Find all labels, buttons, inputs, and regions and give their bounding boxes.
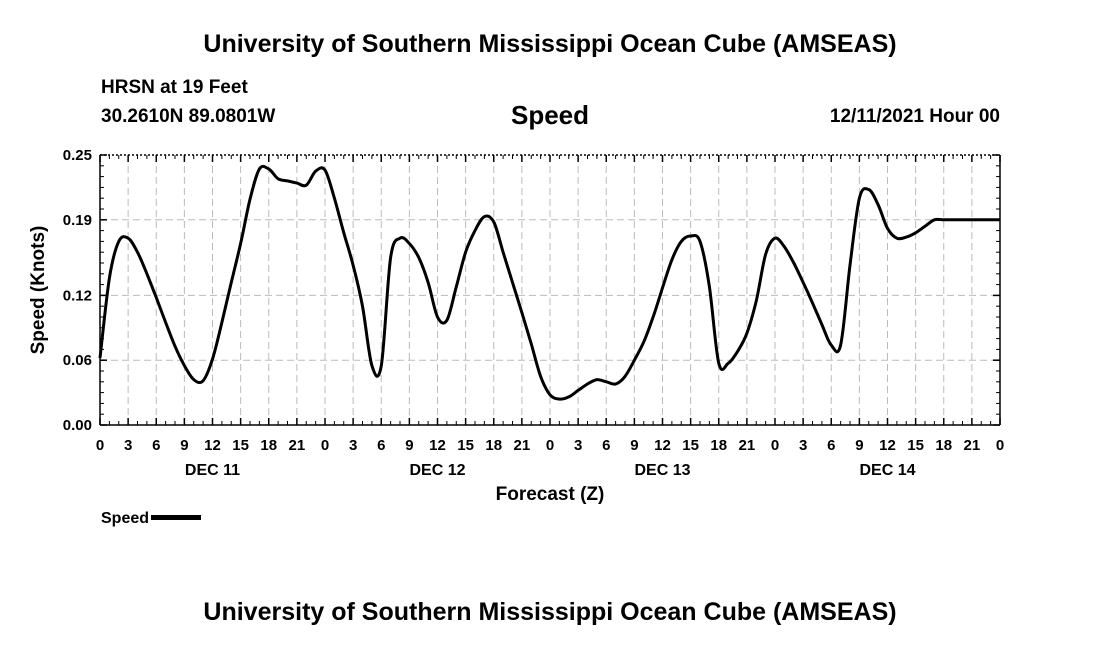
legend: Speed bbox=[101, 510, 202, 528]
x-tick-label: 21 bbox=[514, 437, 531, 454]
day-label: DEC 14 bbox=[859, 462, 915, 479]
x-tick-label: 21 bbox=[739, 437, 756, 454]
y-tick-label: 0.25 bbox=[63, 147, 92, 164]
x-tick-label: 18 bbox=[260, 437, 277, 454]
x-tick-label: 0 bbox=[96, 437, 104, 454]
x-tick-label: 21 bbox=[964, 437, 981, 454]
x-tick-label: 0 bbox=[546, 437, 554, 454]
x-tick-label: 9 bbox=[180, 437, 188, 454]
chart-axes: 0 3 6 9 12 15 18 21 0 3 6 9 12 15 18 21 0 3 6 9 12 15 18 21 0 3 6 9… bbox=[63, 147, 1004, 479]
x-tick-label: 12 bbox=[654, 437, 671, 454]
x-tick-label: 0 bbox=[321, 437, 329, 454]
datetime-label: 12/11/2021 Hour 00 bbox=[829, 106, 1000, 127]
day-label: DEC 12 bbox=[409, 462, 465, 479]
x-tick-label: 3 bbox=[124, 437, 132, 454]
x-tick-label: 3 bbox=[799, 437, 807, 454]
day-label: DEC 11 bbox=[185, 462, 240, 479]
x-tick-label: 15 bbox=[232, 437, 249, 454]
x-tick-label: 15 bbox=[682, 437, 699, 454]
x-tick-label: 9 bbox=[405, 437, 413, 454]
x-tick-label: 18 bbox=[710, 437, 727, 454]
page-title: University of Southern Mississippi Ocean… bbox=[203, 30, 897, 58]
x-tick-label: 12 bbox=[204, 437, 221, 454]
legend-label: Speed bbox=[101, 510, 150, 527]
x-axis-label: Forecast (Z) bbox=[496, 484, 605, 505]
coordinates-label: 30.2610N 89.0801W bbox=[101, 106, 276, 127]
x-tick-label: 12 bbox=[879, 437, 896, 454]
x-tick-label: 9 bbox=[630, 437, 638, 454]
x-tick-label: 15 bbox=[457, 437, 474, 454]
y-tick-label: 0.12 bbox=[63, 287, 92, 304]
x-tick-label: 12 bbox=[429, 437, 446, 454]
series-layer bbox=[98, 164, 1000, 401]
series-line-speed bbox=[98, 164, 1000, 401]
x-tick-label: 9 bbox=[855, 437, 863, 454]
y-axis-label: Speed (Knots) bbox=[28, 226, 49, 355]
x-tick-label: 3 bbox=[574, 437, 582, 454]
x-tick-label: 18 bbox=[485, 437, 502, 454]
x-tick-label: 6 bbox=[152, 437, 160, 454]
footer-title: University of Southern Mississippi Ocean… bbox=[203, 598, 897, 626]
x-tick-label: 6 bbox=[602, 437, 610, 454]
station-label: HRSN at 19 Feet bbox=[101, 77, 248, 98]
x-tick-label: 18 bbox=[935, 437, 952, 454]
day-label: DEC 13 bbox=[634, 462, 690, 479]
x-tick-label: 21 bbox=[289, 437, 306, 454]
x-tick-label: 6 bbox=[827, 437, 835, 454]
x-tick-label: 0 bbox=[771, 437, 779, 454]
y-tick-label: 0.06 bbox=[63, 352, 92, 369]
x-tick-label: 3 bbox=[349, 437, 357, 454]
chart-title: Speed bbox=[510, 100, 590, 130]
grid-lines bbox=[100, 155, 1000, 425]
y-tick-label: 0.19 bbox=[63, 212, 92, 229]
y-tick-label: 0.00 bbox=[63, 417, 92, 434]
x-tick-label: 6 bbox=[377, 437, 385, 454]
legend-line-swatch bbox=[151, 515, 202, 521]
x-tick-label: 15 bbox=[907, 437, 924, 454]
x-tick-label: 0 bbox=[996, 437, 1004, 454]
